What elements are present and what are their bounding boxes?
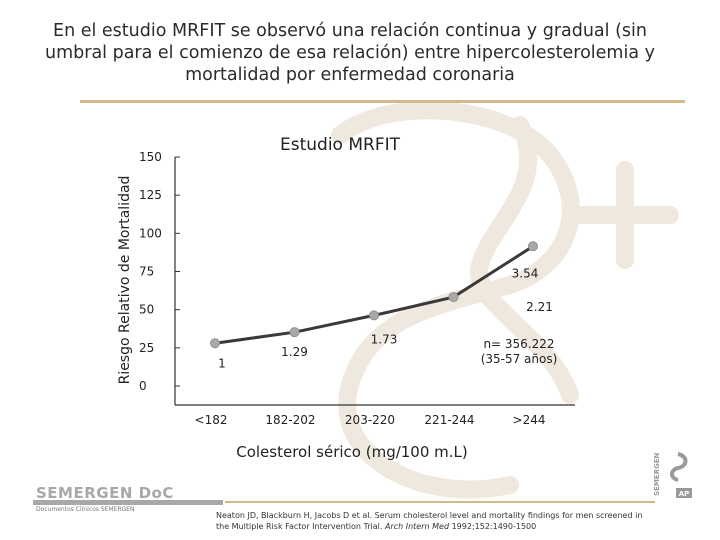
y-tick-label: 150 bbox=[139, 150, 162, 164]
data-point bbox=[528, 241, 538, 252]
y-tick-label: 125 bbox=[139, 188, 162, 202]
y-tick-label: 75 bbox=[139, 265, 154, 279]
x-tick-label: 182-202 bbox=[265, 413, 315, 427]
logo-underline bbox=[33, 500, 223, 505]
data-label: 2.21 bbox=[526, 300, 553, 314]
watermark-logo bbox=[331, 101, 679, 499]
title-divider bbox=[80, 100, 685, 103]
x-tick-label: 221-244 bbox=[424, 413, 474, 427]
semergen-doc-logo: SEMERGEN DoC bbox=[36, 484, 226, 502]
citation-journal: Arch Intern Med bbox=[384, 522, 450, 531]
data-point bbox=[289, 327, 300, 338]
logo-title: SEMERGEN DoC bbox=[36, 484, 174, 502]
data-label: 1.29 bbox=[281, 345, 308, 359]
side-logo-badge: AP bbox=[679, 490, 690, 498]
citation-text: Neaton JD, Blackburn H, Jacobs D et al. … bbox=[216, 511, 643, 531]
x-tick-label: >244 bbox=[513, 413, 546, 427]
x-tick-label: 203-220 bbox=[345, 413, 395, 427]
footer-divider bbox=[225, 501, 655, 503]
age-range-annotation: (35-57 años) bbox=[481, 352, 558, 366]
slide-title: En el estudio MRFIT se observó una relac… bbox=[45, 21, 655, 85]
data-label: 3.54 bbox=[512, 266, 539, 280]
y-tick-label: 50 bbox=[139, 303, 154, 317]
data-point bbox=[369, 310, 379, 321]
citation-volume: 1992;152:1490-1500 bbox=[451, 522, 537, 531]
y-tick-label: 100 bbox=[139, 226, 162, 240]
data-labels: 1 1.29 1.73 2.21 3.54 bbox=[218, 266, 553, 370]
y-tick-label: 25 bbox=[139, 341, 154, 355]
series-line bbox=[214, 245, 534, 345]
data-label: 1 bbox=[218, 356, 226, 370]
y-ticks: 0 25 50 75 100 125 150 bbox=[139, 150, 180, 393]
x-tick-label: <182 bbox=[195, 413, 228, 427]
side-logo-text: SEMERGEN bbox=[653, 453, 661, 496]
data-point bbox=[210, 338, 220, 349]
citation: Neaton JD, Blackburn H, Jacobs D et al. … bbox=[216, 510, 656, 532]
semergen-side-logo: SEMERGEN AP bbox=[648, 448, 694, 500]
y-axis-label: Riesgo Relativo de Mortalidad bbox=[117, 176, 133, 385]
logo-subtitle: Documentos Clínicos SEMERGEN bbox=[36, 506, 135, 513]
data-markers bbox=[210, 241, 538, 349]
data-label: 1.73 bbox=[371, 332, 398, 346]
chart-title: Estudio MRFIT bbox=[280, 135, 401, 155]
y-tick-label: 0 bbox=[139, 379, 147, 393]
x-axis-label: Colesterol sérico (mg/100 m.L) bbox=[236, 443, 468, 461]
sample-size-annotation: n= 356.222 bbox=[483, 337, 554, 351]
logo-subtitle-wrap: Documentos Clínicos SEMERGEN bbox=[36, 505, 226, 513]
x-ticks: <182 182-202 203-220 221-244 >244 bbox=[195, 413, 546, 427]
data-point bbox=[448, 292, 459, 303]
